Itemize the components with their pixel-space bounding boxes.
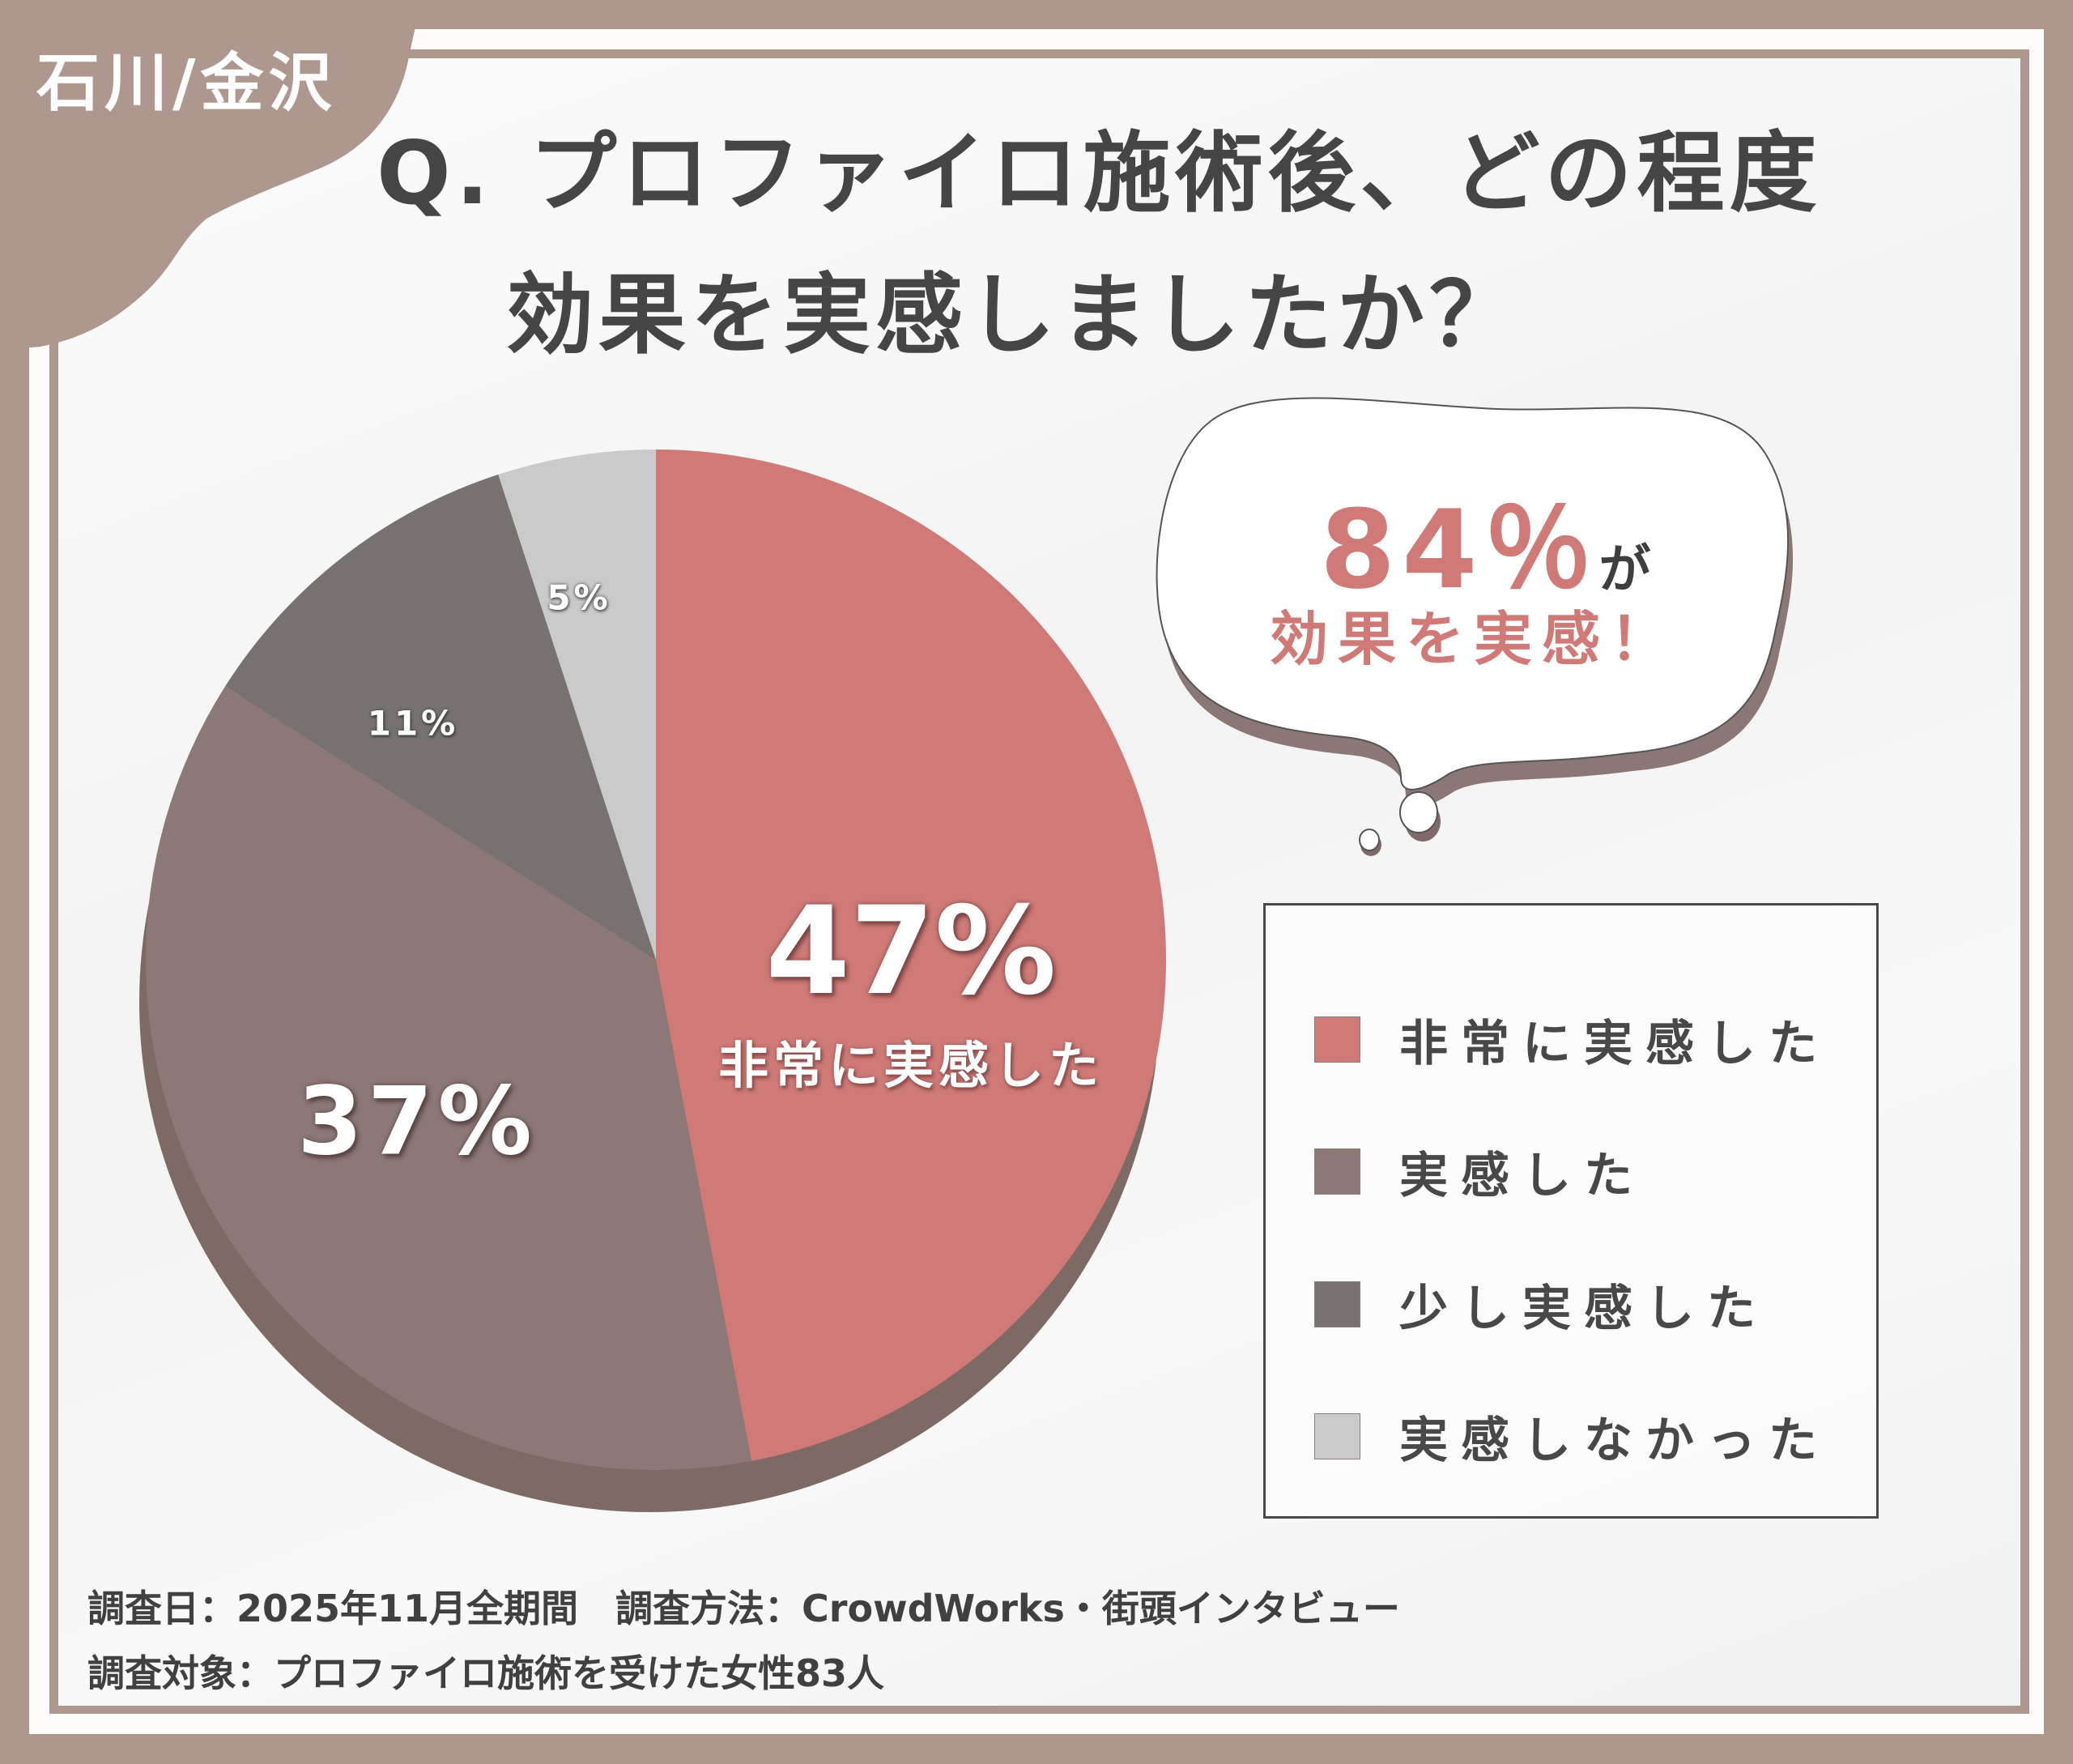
legend-item-not: 実感しなかった: [1314, 1412, 1830, 1469]
pie-slice: [656, 450, 1166, 1461]
legend-label: 非常に実感した: [1399, 1015, 1830, 1072]
legend-swatch: [1314, 1148, 1360, 1195]
legend-label: 実感した: [1399, 1147, 1645, 1204]
slice-label-felt-value: 37%: [297, 1067, 537, 1177]
legend-item-felt: 実感した: [1314, 1147, 1645, 1204]
pie-slice: [498, 450, 656, 960]
legend-label: 少し実感した: [1399, 1280, 1769, 1337]
legend-swatch: [1314, 1280, 1360, 1327]
slice-label-slightly-value: 11%: [367, 703, 459, 744]
pie-slice: [146, 686, 752, 1470]
slice-label-not-value: 5%: [547, 577, 611, 618]
pie-slices: [146, 450, 1166, 1470]
pie-slice: [225, 474, 657, 960]
callout-headline: 84％が: [1320, 462, 1650, 619]
slice-label-very-much-value: 47%: [765, 881, 1057, 1022]
region-tag: 石川/金沢: [36, 47, 337, 120]
callout-particle: が: [1598, 540, 1651, 600]
title-line-1: Q. プロファイロ施術後、どの程度: [377, 123, 1822, 224]
legend-swatch: [1314, 1016, 1360, 1063]
callout-percentage: 84％: [1320, 487, 1599, 613]
legend-item-very-much: 非常に実感した: [1314, 1015, 1830, 1072]
survey-info-line-2: 調査対象：プロファイロ施術を受けた女性83人: [87, 1651, 885, 1695]
slice-label-very-much-text: 非常に実感した: [717, 1036, 1105, 1095]
callout-bubble: [1156, 397, 1794, 856]
chart-legend: 非常に実感した 実感した 少し実感した 実感しなかった: [1263, 903, 1879, 1519]
title-line-2: 効果を実感しましたか？: [506, 265, 1522, 366]
legend-label: 実感しなかった: [1399, 1412, 1830, 1469]
corner-tag-shape: [0, 0, 421, 350]
legend-item-slightly: 少し実感した: [1314, 1280, 1769, 1337]
legend-swatch: [1314, 1412, 1360, 1459]
survey-info-line-1: 調査日：2025年11月全期間 調査方法：CrowdWorks・街頭インタビュー: [87, 1587, 1400, 1630]
callout-subtext: 効果を実感！: [1270, 605, 1679, 673]
